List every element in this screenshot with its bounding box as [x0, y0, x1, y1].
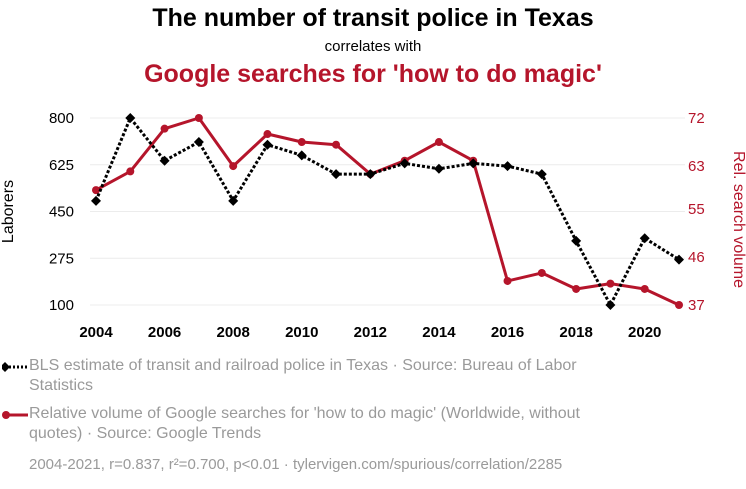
x-tick-label: 2012 [354, 324, 387, 341]
y-right-tick-label: 55 [688, 201, 705, 218]
series2-point [92, 186, 100, 195]
series2-point [640, 284, 649, 293]
series1-point [193, 137, 204, 148]
series2-point [675, 301, 683, 309]
series1-point [433, 163, 444, 174]
series2-point [229, 162, 238, 171]
series2-line [95, 116, 680, 307]
y-left-tick-label: 625 [49, 157, 74, 174]
y-left-tick-label: 275 [49, 250, 74, 267]
y-left-tick-label: 450 [49, 204, 74, 221]
series1-point [262, 139, 273, 150]
series1-point [639, 233, 650, 244]
chart-title: The number of transit police in Texas [152, 4, 594, 32]
series1-point [125, 113, 136, 123]
x-tick-label: 2006 [148, 324, 181, 341]
chart-subtitle: correlates with [324, 38, 422, 55]
series1-point [331, 169, 342, 180]
series1-point [399, 158, 410, 169]
y-right-tick-label: 46 [688, 249, 705, 266]
series1-point [91, 195, 101, 206]
series2-point [332, 140, 341, 149]
y-right-axis-label: Rel. search volume [730, 151, 746, 288]
series1-point [296, 150, 307, 161]
series1-point [605, 300, 616, 310]
series2-point [160, 124, 169, 133]
series1-point [468, 158, 479, 169]
series2-point [126, 167, 135, 176]
series1-point [365, 169, 376, 180]
series1-point [674, 254, 684, 265]
x-tick-label: 2008 [216, 324, 249, 341]
x-tick-label: 2018 [559, 324, 592, 341]
footer-note: 2004-2021, r=0.837, r²=0.700, p<0.01 · t… [29, 456, 563, 473]
series1-point [571, 235, 582, 246]
x-tick-label: 2014 [422, 324, 456, 341]
series1-point [536, 169, 547, 180]
y-left-axis-label: Laborers [0, 180, 17, 243]
y-right-tick-label: 72 [688, 110, 705, 127]
y-left-tick-label: 800 [49, 110, 74, 127]
series2-point [263, 130, 272, 139]
x-tick-label: 2010 [285, 324, 318, 341]
series1-point [159, 155, 170, 166]
legend-swatch-series2 [2, 411, 28, 419]
y-left-tick-label: 100 [49, 297, 74, 314]
x-tick-label: 2004 [79, 324, 113, 341]
legend-label-series2: Relative volume of Google searches for '… [29, 405, 580, 442]
series2-point [503, 276, 512, 285]
series1-line [94, 115, 680, 309]
y-right-tick-label: 37 [688, 297, 705, 314]
series1-point [502, 161, 513, 172]
x-tick-label: 2016 [491, 324, 524, 341]
series2-point [194, 114, 203, 122]
series2-point [297, 138, 306, 147]
series2-point [537, 268, 546, 277]
legend-swatch-series1 [2, 362, 28, 372]
y-right-tick-label: 63 [688, 158, 705, 175]
chart-title-secondary: Google searches for 'how to do magic' [144, 60, 602, 88]
series1-point [228, 195, 239, 206]
legend-label-series1: BLS estimate of transit and railroad pol… [29, 357, 577, 394]
x-tick-label: 2020 [628, 324, 661, 341]
series2-point [572, 284, 581, 293]
series2-point [434, 138, 443, 147]
series2-point [606, 279, 615, 288]
